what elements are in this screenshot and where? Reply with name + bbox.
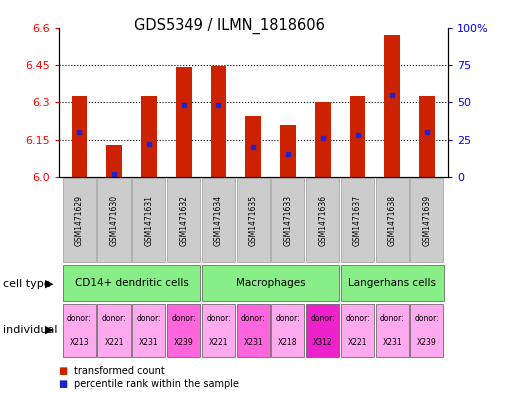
Text: individual: individual xyxy=(3,325,57,335)
Text: X239: X239 xyxy=(174,338,193,347)
Text: donor:: donor: xyxy=(136,314,161,323)
Bar xyxy=(237,178,270,263)
Text: GSM1471636: GSM1471636 xyxy=(318,195,327,246)
Text: GSM1471631: GSM1471631 xyxy=(145,195,153,246)
Bar xyxy=(97,304,130,356)
Bar xyxy=(97,178,130,263)
Text: X221: X221 xyxy=(348,338,367,347)
Text: GSM1471637: GSM1471637 xyxy=(353,195,362,246)
Bar xyxy=(202,265,340,301)
Bar xyxy=(63,178,96,263)
Bar xyxy=(376,178,409,263)
Text: GDS5349 / ILMN_1818606: GDS5349 / ILMN_1818606 xyxy=(133,18,325,34)
Bar xyxy=(384,35,400,177)
Bar xyxy=(341,178,374,263)
Text: X231: X231 xyxy=(139,338,159,347)
Bar xyxy=(306,178,339,263)
Text: X231: X231 xyxy=(382,338,402,347)
Bar xyxy=(63,265,201,301)
Text: donor:: donor: xyxy=(380,314,405,323)
Text: GSM1471638: GSM1471638 xyxy=(388,195,397,246)
Text: transformed count: transformed count xyxy=(74,366,164,376)
Text: Macrophages: Macrophages xyxy=(236,278,305,288)
Bar xyxy=(410,178,443,263)
Text: percentile rank within the sample: percentile rank within the sample xyxy=(74,379,239,389)
Bar xyxy=(306,304,339,356)
Bar xyxy=(176,67,191,177)
Text: donor:: donor: xyxy=(415,314,439,323)
Bar xyxy=(341,304,374,356)
Text: X312: X312 xyxy=(313,338,332,347)
Bar xyxy=(280,125,296,177)
Text: donor:: donor: xyxy=(276,314,300,323)
Bar xyxy=(350,96,365,177)
Bar xyxy=(419,96,435,177)
Text: ▶: ▶ xyxy=(45,325,53,335)
Text: cell type: cell type xyxy=(3,279,50,289)
Text: ■: ■ xyxy=(59,379,68,389)
Text: Langerhans cells: Langerhans cells xyxy=(348,278,436,288)
Text: GSM1471639: GSM1471639 xyxy=(422,195,432,246)
Bar xyxy=(376,304,409,356)
Text: X239: X239 xyxy=(417,338,437,347)
Text: X213: X213 xyxy=(70,338,89,347)
Text: donor:: donor: xyxy=(102,314,126,323)
Text: CD14+ dendritic cells: CD14+ dendritic cells xyxy=(75,278,188,288)
Text: GSM1471630: GSM1471630 xyxy=(109,195,119,246)
Text: ▶: ▶ xyxy=(45,279,53,289)
Bar xyxy=(271,304,304,356)
Bar xyxy=(72,96,87,177)
Text: ■: ■ xyxy=(59,366,68,376)
Text: X221: X221 xyxy=(209,338,228,347)
Bar xyxy=(63,304,96,356)
Bar xyxy=(132,304,165,356)
Bar xyxy=(315,102,330,177)
Text: X231: X231 xyxy=(243,338,263,347)
Text: GSM1471633: GSM1471633 xyxy=(284,195,293,246)
Bar xyxy=(167,304,200,356)
Bar xyxy=(202,178,235,263)
Bar xyxy=(410,304,443,356)
Bar xyxy=(106,145,122,177)
Text: donor:: donor: xyxy=(345,314,370,323)
Bar xyxy=(341,265,444,301)
Text: X218: X218 xyxy=(278,338,298,347)
Text: donor:: donor: xyxy=(206,314,231,323)
Text: donor:: donor: xyxy=(172,314,196,323)
Bar xyxy=(211,66,227,177)
Bar xyxy=(202,304,235,356)
Text: donor:: donor: xyxy=(67,314,92,323)
Text: X221: X221 xyxy=(104,338,124,347)
Text: GSM1471632: GSM1471632 xyxy=(179,195,188,246)
Text: GSM1471629: GSM1471629 xyxy=(75,195,84,246)
Text: donor:: donor: xyxy=(241,314,266,323)
Bar xyxy=(237,304,270,356)
Bar xyxy=(141,96,157,177)
Bar xyxy=(271,178,304,263)
Bar xyxy=(132,178,165,263)
Bar xyxy=(167,178,200,263)
Text: GSM1471634: GSM1471634 xyxy=(214,195,223,246)
Bar xyxy=(245,116,261,177)
Text: donor:: donor: xyxy=(310,314,335,323)
Text: GSM1471635: GSM1471635 xyxy=(249,195,258,246)
